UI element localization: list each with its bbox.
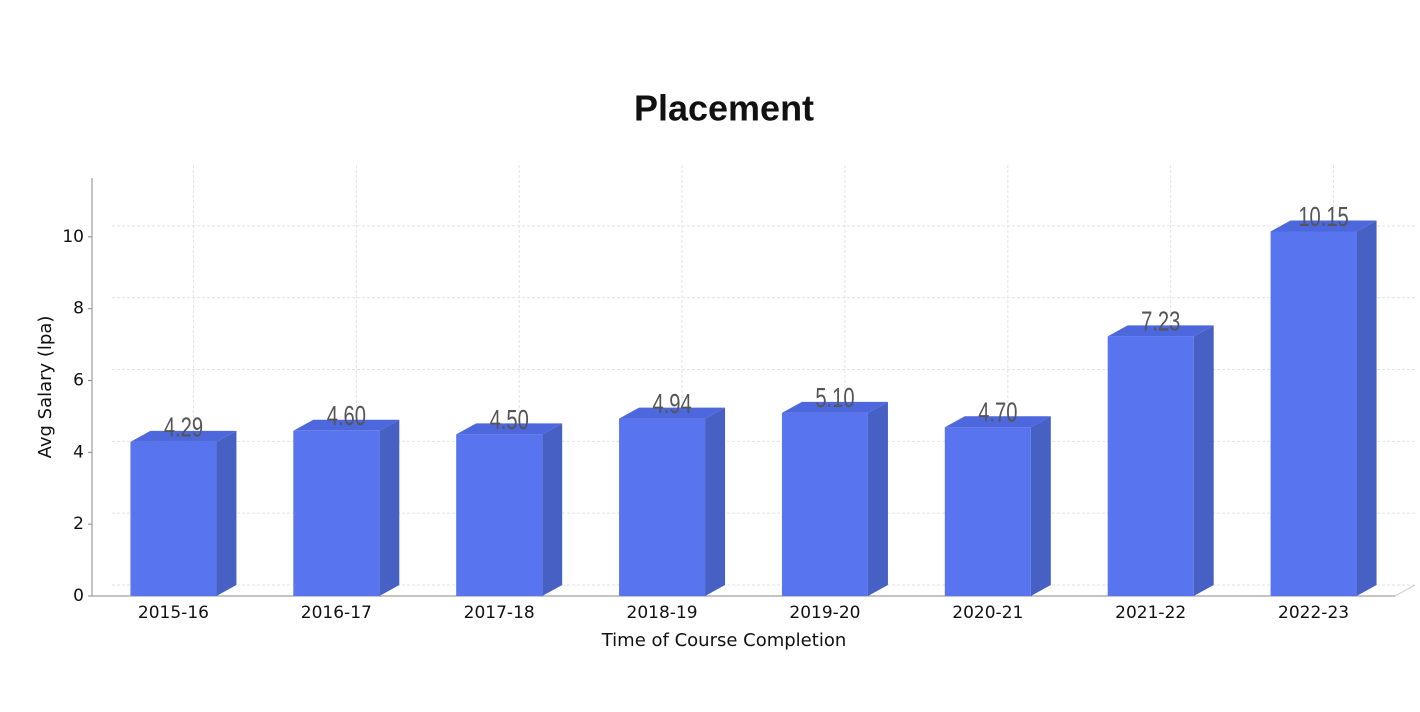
y-tick-label: 10 bbox=[62, 227, 84, 247]
bar-side bbox=[216, 430, 237, 596]
bar bbox=[1107, 336, 1194, 596]
bar-side bbox=[1193, 325, 1214, 596]
y-tick-label: 4 bbox=[73, 442, 84, 462]
value-label: 10.15 bbox=[1298, 202, 1348, 233]
bar-side bbox=[542, 423, 563, 596]
bar-top bbox=[619, 407, 726, 419]
x-tick-label: 2020-21 bbox=[952, 603, 1023, 623]
bar bbox=[944, 427, 1031, 596]
bar-top bbox=[1270, 220, 1377, 232]
value-label: 4.29 bbox=[164, 412, 203, 443]
bar bbox=[293, 430, 380, 596]
x-tick-label: 2022-23 bbox=[1278, 603, 1349, 623]
y-tick-label: 2 bbox=[73, 514, 84, 534]
value-label: 4.70 bbox=[978, 397, 1017, 428]
bar-top bbox=[1107, 325, 1214, 337]
value-label: 4.60 bbox=[327, 401, 366, 432]
bar-side bbox=[867, 401, 888, 596]
chart-title: Placement bbox=[634, 88, 814, 129]
bar bbox=[130, 441, 217, 596]
y-tick-label: 8 bbox=[73, 299, 84, 319]
value-label: 5.10 bbox=[815, 383, 854, 414]
bar-side bbox=[1356, 220, 1377, 596]
value-label: 4.94 bbox=[652, 389, 691, 420]
y-tick-label: 0 bbox=[73, 586, 84, 606]
bar bbox=[456, 434, 543, 596]
bar-top bbox=[293, 419, 400, 431]
x-tick-label: 2016-17 bbox=[301, 603, 372, 623]
x-tick-label: 2018-19 bbox=[627, 603, 698, 623]
bar bbox=[619, 418, 706, 596]
floor-edge bbox=[1394, 584, 1416, 597]
bar bbox=[1270, 231, 1357, 596]
bar-side bbox=[379, 419, 400, 596]
x-axis-label: Time of Course Completion bbox=[601, 630, 847, 651]
x-tick-label: 2019-20 bbox=[789, 603, 860, 623]
bar-top bbox=[781, 401, 888, 413]
value-label: 4.50 bbox=[490, 405, 529, 436]
bar-top bbox=[944, 416, 1051, 428]
bar-top bbox=[456, 423, 563, 435]
x-tick-label: 2015-16 bbox=[138, 603, 209, 623]
x-tick-label: 2021-22 bbox=[1115, 603, 1186, 623]
value-label: 7.23 bbox=[1141, 307, 1180, 338]
x-tick-label: 2017-18 bbox=[464, 603, 535, 623]
y-tick-label: 6 bbox=[73, 371, 84, 391]
bar-side bbox=[1030, 416, 1051, 596]
bar bbox=[781, 412, 868, 596]
bar-side bbox=[705, 407, 726, 596]
bar-top bbox=[130, 430, 237, 442]
y-axis-label: Avg Salary (lpa) bbox=[35, 316, 56, 459]
